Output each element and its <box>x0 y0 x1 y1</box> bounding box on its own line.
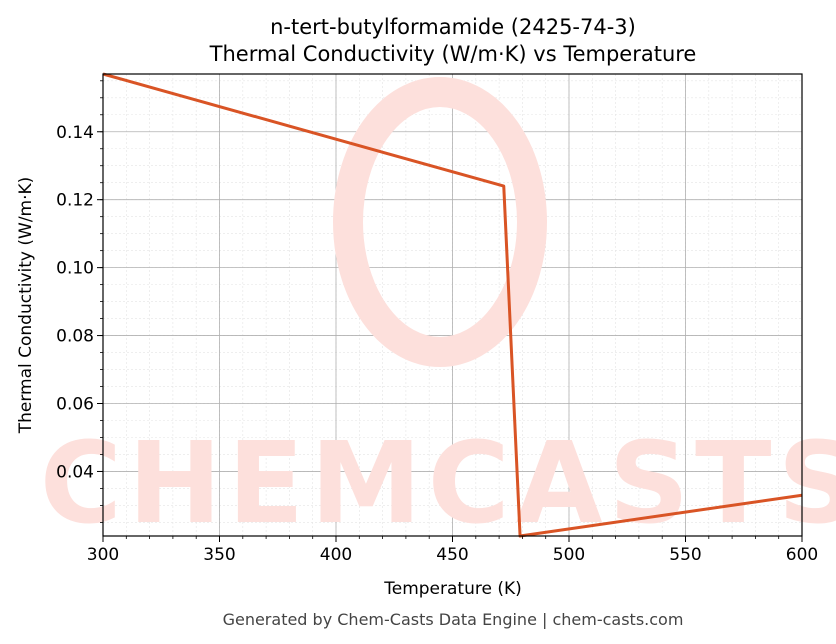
major-grid <box>102 74 803 536</box>
watermark-text: CHEMCASTS <box>40 419 836 549</box>
x-tick-label: 450 <box>436 545 468 565</box>
x-tick-label: 400 <box>320 545 352 565</box>
chart-title-line1: n-tert-butylformamide (2425-74-3) <box>270 15 636 39</box>
x-tick-label: 550 <box>669 545 701 565</box>
y-axis-ticks: 0.04 0.06 0.08 0.10 0.12 0.14 <box>56 80 103 523</box>
y-tick-label: 0.06 <box>56 395 94 415</box>
y-tick-label: 0.04 <box>56 462 94 482</box>
x-tick-label: 300 <box>87 545 119 565</box>
watermark: CHEMCASTS <box>40 77 836 549</box>
y-axis-label: Thermal Conductivity (W/m·K) <box>16 177 36 435</box>
y-tick-label: 0.12 <box>56 191 94 211</box>
x-axis-label: Temperature (K) <box>383 579 522 599</box>
x-axis-ticks: 300 350 400 450 500 550 600 <box>87 536 818 565</box>
x-tick-label: 350 <box>203 545 235 565</box>
watermark-logo-ring <box>333 77 547 367</box>
y-tick-label: 0.08 <box>56 327 94 347</box>
footer-credit: Generated by Chem-Casts Data Engine | ch… <box>223 610 684 629</box>
x-tick-label: 500 <box>553 545 585 565</box>
chart-title-line2: Thermal Conductivity (W/m·K) vs Temperat… <box>209 42 697 66</box>
y-tick-label: 0.10 <box>56 259 94 279</box>
series-line <box>102 72 803 538</box>
series-group <box>102 72 803 538</box>
plot-area: CHEMCASTS 300 350 400 450 500 550 600 0.04 0.06… <box>40 72 836 565</box>
y-tick-label: 0.14 <box>56 123 94 143</box>
x-tick-label: 600 <box>786 545 818 565</box>
